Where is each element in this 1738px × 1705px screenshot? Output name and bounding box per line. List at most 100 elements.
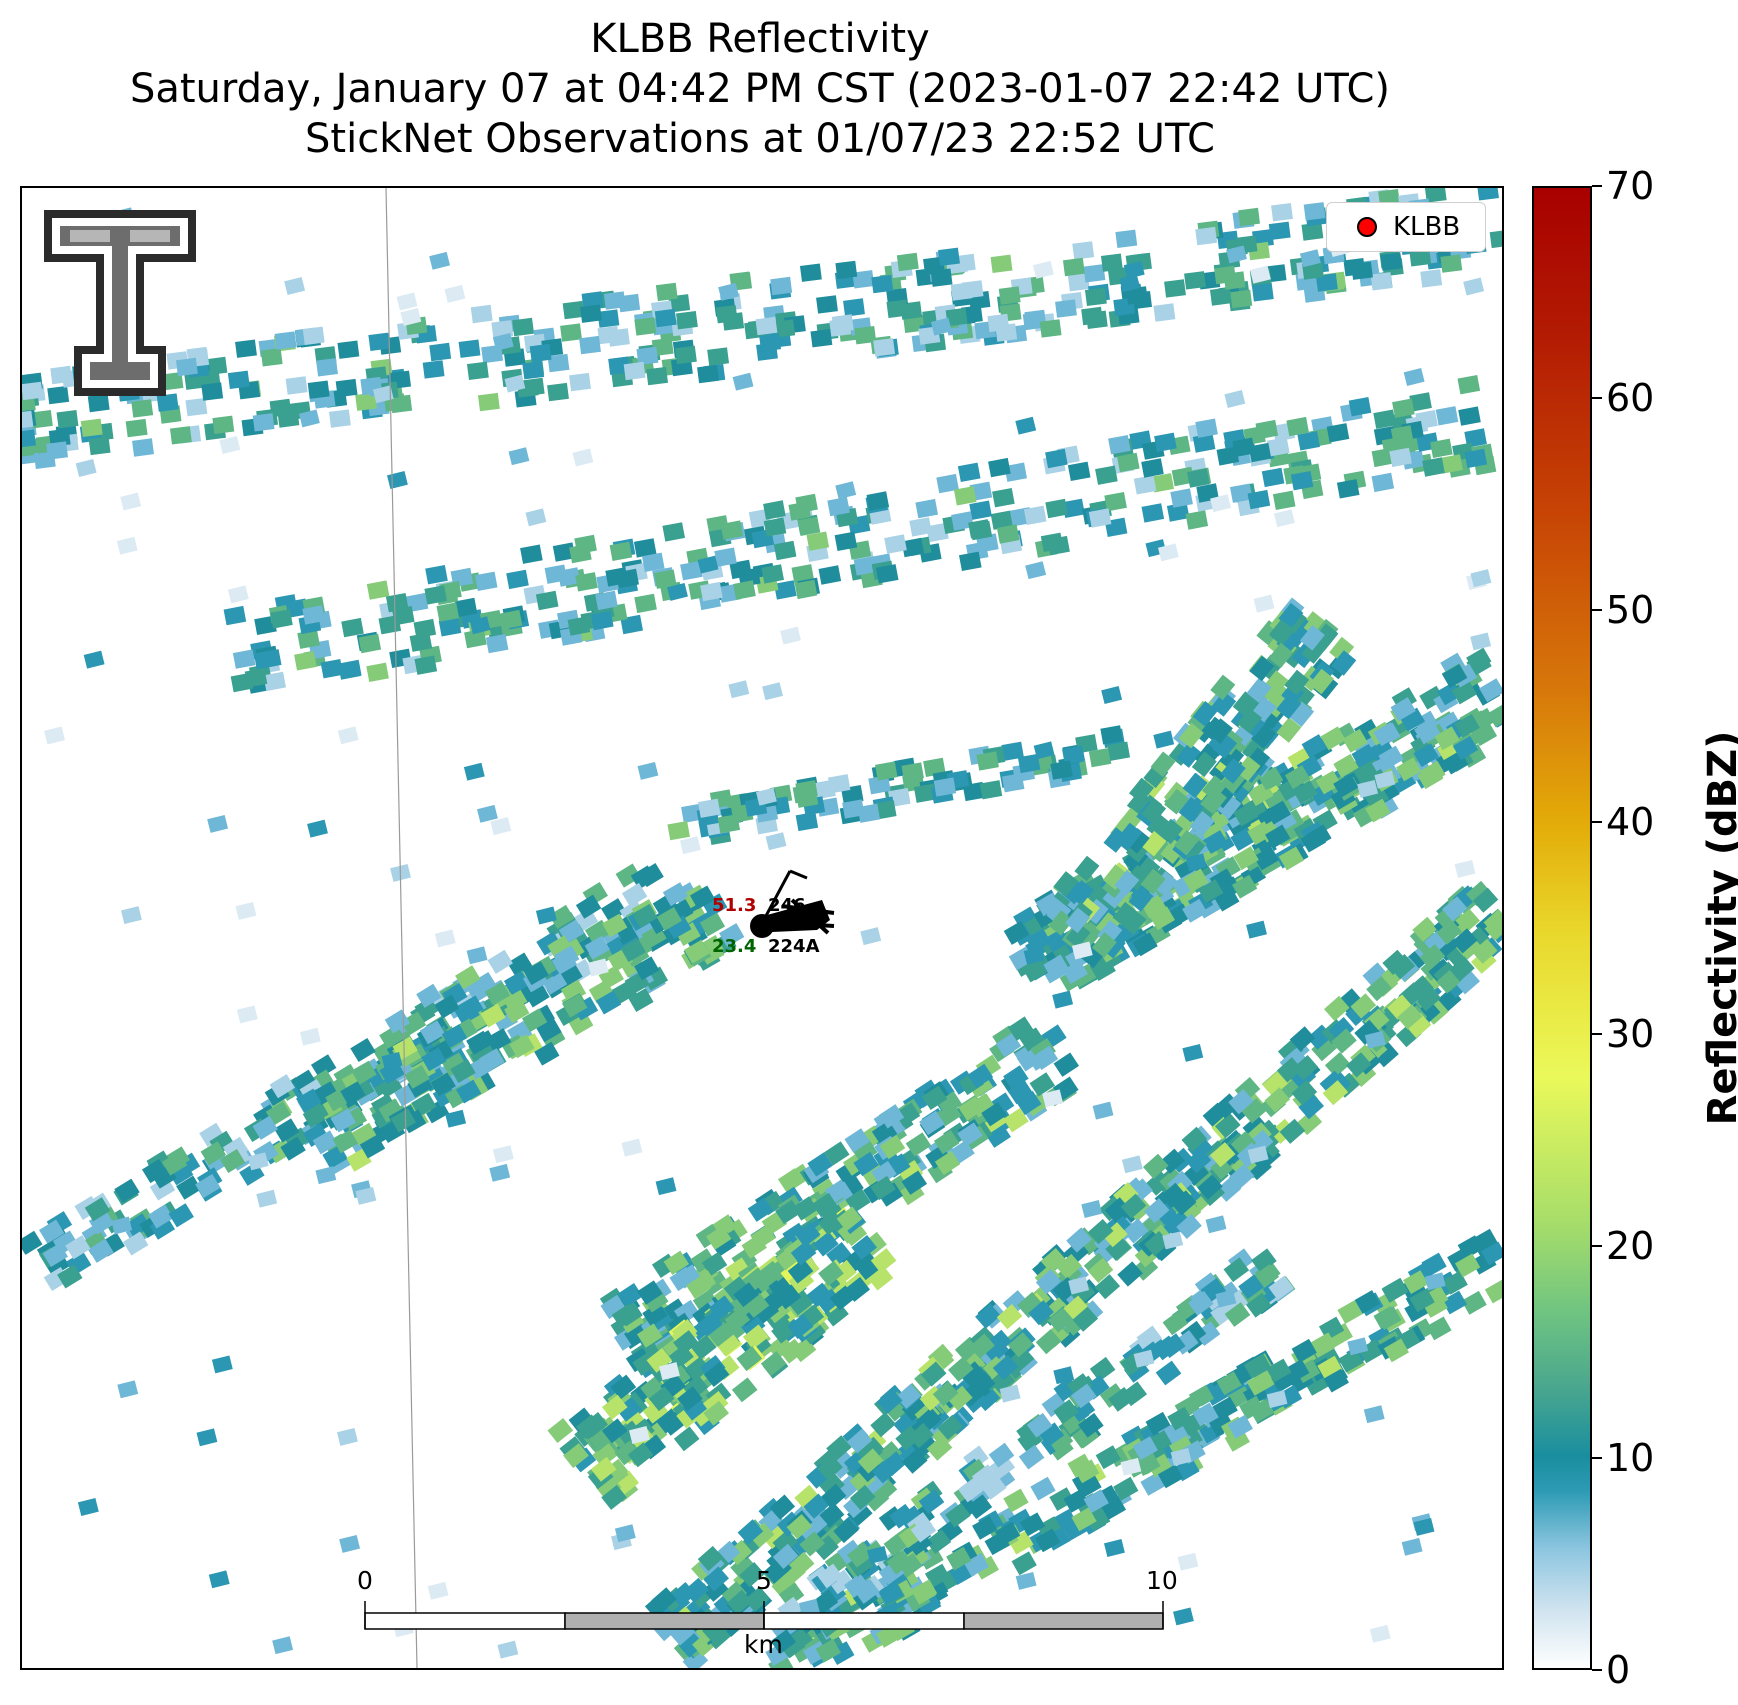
reflectivity-cell	[207, 814, 229, 833]
colorbar-tick	[1592, 1669, 1602, 1671]
colorbar-tick-label: 20	[1606, 1224, 1655, 1268]
reflectivity-cell	[725, 1257, 751, 1282]
reflectivity-cell	[923, 256, 945, 276]
reflectivity-cell	[763, 500, 786, 520]
reflectivity-cell	[161, 1151, 188, 1176]
reflectivity-cell	[1426, 1316, 1452, 1341]
reflectivity-cell	[782, 1222, 808, 1248]
reflectivity-cell	[663, 1250, 690, 1275]
reflectivity-cell	[697, 364, 719, 384]
reflectivity-cell	[1268, 221, 1291, 241]
scale-segment-4	[963, 1612, 1164, 1630]
reflectivity-cell	[1370, 272, 1393, 291]
reflectivity-cell	[125, 1213, 151, 1238]
reflectivity-cell	[638, 863, 664, 888]
reflectivity-cell	[328, 409, 351, 428]
reflectivity-cell	[175, 357, 198, 377]
reflectivity-cell	[235, 901, 257, 920]
reflectivity-cell	[490, 817, 512, 836]
reflectivity-cell	[44, 726, 65, 745]
reflectivity-cell	[812, 1192, 838, 1218]
reflectivity-cell	[390, 394, 413, 414]
reflectivity-cell	[897, 1160, 924, 1185]
reflectivity-cell	[562, 300, 585, 320]
reflectivity-cell	[1248, 442, 1272, 463]
reflectivity-cell	[654, 308, 677, 328]
reflectivity-cell	[416, 983, 442, 1008]
reflectivity-cell	[30, 409, 53, 429]
reflectivity-cell	[728, 680, 750, 699]
reflectivity-cell	[607, 328, 630, 347]
reflectivity-cell	[792, 1196, 818, 1221]
colorbar-tick	[1592, 1457, 1602, 1459]
reflectivity-cell	[1209, 287, 1232, 306]
reflectivity-cell	[1016, 1090, 1042, 1116]
reflectivity-cell	[1392, 398, 1415, 418]
reflectivity-cell	[219, 1148, 246, 1174]
reflectivity-cell	[996, 524, 1020, 544]
reflectivity-cell	[707, 347, 730, 366]
reflectivity-cell	[1004, 462, 1028, 482]
reflectivity-cell	[46, 441, 69, 460]
reflectivity-cell	[844, 1128, 870, 1153]
reflectivity-cell	[117, 1380, 139, 1399]
radar-map[interactable]: 51.3 246 23.4 224A KLBB 0 5 10 km	[20, 186, 1504, 1670]
reflectivity-cell	[1362, 962, 1389, 988]
reflectivity-cell	[88, 436, 111, 456]
reflectivity-cell	[88, 1210, 115, 1235]
colorbar-tick-label: 30	[1606, 1012, 1655, 1056]
reflectivity-cell	[795, 811, 819, 832]
reflectivity-cell	[1095, 465, 1118, 485]
reflectivity-cell	[810, 328, 833, 348]
reflectivity-cell	[22, 429, 37, 448]
reflectivity-cell	[424, 585, 448, 605]
reflectivity-cell	[788, 501, 812, 521]
reflectivity-cell	[700, 581, 723, 602]
reflectivity-cell	[579, 335, 601, 355]
title-line-2: Saturday, January 07 at 04:42 PM CST (20…	[129, 66, 1391, 112]
reflectivity-cell	[1015, 416, 1037, 435]
reflectivity-cell	[212, 415, 235, 435]
reflectivity-cell	[1141, 458, 1164, 478]
reflectivity-cell	[223, 605, 247, 626]
reflectivity-cell	[875, 564, 899, 584]
reflectivity-cell	[1154, 432, 1177, 453]
reflectivity-cell	[320, 658, 344, 679]
reflectivity-cell	[477, 392, 500, 412]
reflectivity-cell	[458, 339, 481, 358]
reflectivity-cell	[141, 1159, 168, 1184]
reflectivity-cell	[299, 1027, 321, 1046]
reflectivity-cell	[196, 1428, 218, 1447]
reflectivity-cell	[741, 1234, 767, 1259]
reflectivity-cell	[252, 413, 275, 432]
reflectivity-cell	[548, 904, 575, 929]
reflectivity-cell	[1007, 1079, 1034, 1105]
reflectivity-cell	[1252, 228, 1274, 248]
reflectivity-cell	[871, 1160, 897, 1186]
reflectivity-cell	[77, 1498, 99, 1516]
reflectivity-cell	[487, 949, 513, 974]
reflectivity-cell	[132, 438, 154, 457]
reflectivity-cell	[1015, 1571, 1037, 1590]
reflectivity-cell	[1440, 454, 1463, 474]
reflectivity-cell	[302, 326, 325, 346]
reflectivity-cell	[156, 393, 179, 412]
reflectivity-cell	[1177, 1552, 1199, 1571]
reflectivity-cell	[547, 935, 573, 960]
reflectivity-cell	[1401, 1537, 1423, 1556]
reflectivity-cell	[280, 1136, 306, 1161]
reflectivity-cell	[400, 1011, 427, 1036]
reflectivity-cell	[731, 1377, 758, 1403]
reflectivity-cell	[609, 541, 633, 562]
reflectivity-cell	[1324, 1051, 1351, 1078]
reflectivity-cell	[1470, 569, 1492, 588]
reflectivity-cell	[572, 448, 594, 467]
reflectivity-cell	[909, 517, 932, 537]
reflectivity-cell	[552, 542, 576, 562]
reflectivity-cell	[1085, 310, 1108, 330]
reflectivity-cell	[636, 1323, 663, 1348]
reflectivity-cell	[617, 1283, 643, 1308]
reflectivity-cell	[720, 520, 744, 540]
reflectivity-cell	[590, 610, 614, 631]
reflectivity-cell	[161, 371, 184, 391]
